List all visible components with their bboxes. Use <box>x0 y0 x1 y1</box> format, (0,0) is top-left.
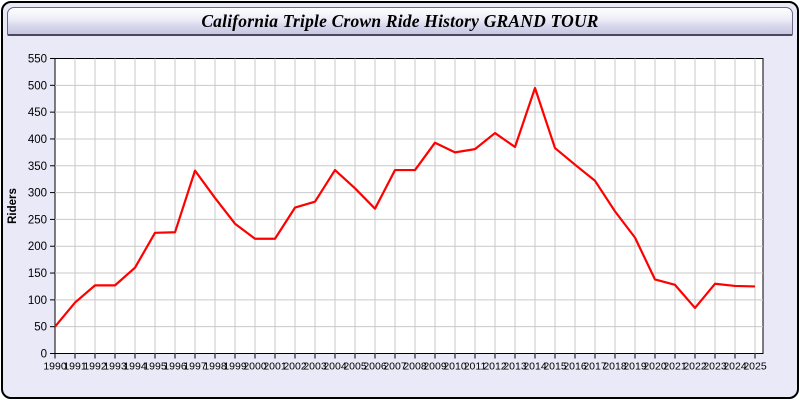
y-tick-label: 300 <box>28 188 47 200</box>
x-tick-label: 2023 <box>703 361 727 373</box>
x-tick-label: 1996 <box>163 361 187 373</box>
y-tick-label: 400 <box>28 134 47 146</box>
x-tick-label: 2024 <box>723 361 747 373</box>
x-tick-label: 2000 <box>243 361 267 373</box>
x-tick-label: 1998 <box>203 361 227 373</box>
y-tick-label: 450 <box>28 107 47 119</box>
x-tick-label: 2011 <box>464 361 487 373</box>
x-tick-label: 1994 <box>123 361 147 373</box>
x-tick-label: 2015 <box>543 361 567 373</box>
y-axis-title: Riders <box>7 188 19 224</box>
x-tick-label: 1997 <box>183 361 207 373</box>
x-tick-label: 2004 <box>323 361 347 373</box>
y-tick-label: 150 <box>28 268 47 280</box>
x-tick-label: 2021 <box>663 361 687 373</box>
x-tick-label: 2013 <box>503 361 527 373</box>
x-tick-label: 2016 <box>563 361 587 373</box>
x-tick-label: 2014 <box>523 361 547 373</box>
page-title: California Triple Crown Ride History GRA… <box>201 10 599 31</box>
x-tick-label: 2020 <box>643 361 667 373</box>
x-tick-label: 2017 <box>583 361 607 373</box>
x-tick-label: 1999 <box>223 361 247 373</box>
x-tick-label: 2018 <box>603 361 627 373</box>
x-tick-label: 1995 <box>143 361 167 373</box>
x-tick-label: 2001 <box>263 361 287 373</box>
x-tick-label: 2025 <box>743 361 767 373</box>
title-bar: California Triple Crown Ride History GRA… <box>7 7 793 36</box>
series-line-riders <box>54 86 756 328</box>
x-tick-label: 2003 <box>303 361 327 373</box>
x-tick-label: 2009 <box>423 361 447 373</box>
y-tick-label: 500 <box>28 80 47 92</box>
x-tick-label: 1991 <box>63 361 87 373</box>
x-tick-label: 2008 <box>403 361 427 373</box>
x-tick-label: 2002 <box>283 361 307 373</box>
x-tick-label: 1993 <box>103 361 127 373</box>
y-tick-label: 50 <box>34 322 47 334</box>
x-tick-label: 2019 <box>623 361 647 373</box>
x-tick-label: 2007 <box>383 361 407 373</box>
y-tick-label: 100 <box>28 295 47 307</box>
y-tick-label: 250 <box>28 214 47 226</box>
x-tick-label: 2006 <box>363 361 387 373</box>
y-tick-label: 550 <box>28 54 47 66</box>
y-tick-label: 0 <box>41 349 47 361</box>
x-tick-label: 1992 <box>83 361 107 373</box>
y-tick-label: 350 <box>28 161 47 173</box>
y-tick-label: 200 <box>28 241 47 253</box>
x-tick-label: 2010 <box>443 361 467 373</box>
x-tick-label: 2005 <box>343 361 367 373</box>
x-tick-label: 2012 <box>483 361 507 373</box>
x-tick-label: 2022 <box>683 361 707 373</box>
x-tick-label: 1990 <box>43 361 67 373</box>
plot-area <box>54 58 764 354</box>
